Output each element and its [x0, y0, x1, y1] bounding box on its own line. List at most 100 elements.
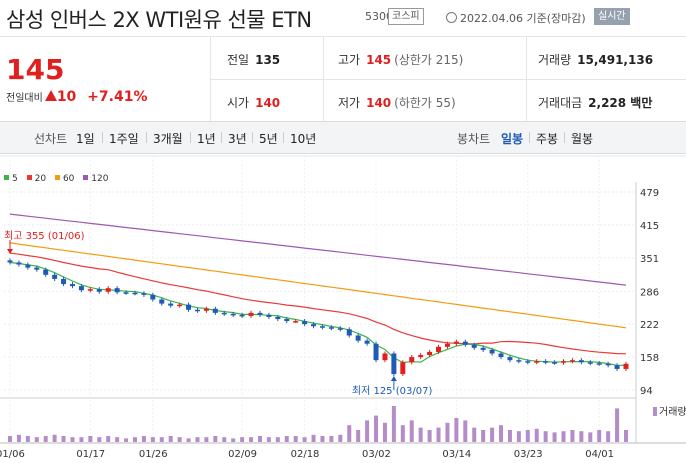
legend-ma120: 120 [83, 174, 108, 184]
volume-bar [132, 437, 137, 442]
change-percent: +7.41% [87, 89, 148, 105]
tab-3y[interactable]: 3년 [228, 132, 247, 146]
candle-body [561, 361, 567, 363]
candle-body [105, 288, 111, 292]
candle-body [7, 260, 13, 263]
volume-bar [97, 437, 102, 442]
candle-body [373, 343, 379, 361]
volume-bar [70, 437, 75, 442]
tab-weekly[interactable]: 주봉 [536, 132, 559, 146]
y-tick-label: 222 [640, 320, 659, 331]
volume-bar [391, 406, 396, 442]
candle-body [462, 341, 468, 345]
volume-bar [624, 430, 628, 442]
candle-body [257, 312, 263, 315]
volume-bar [231, 438, 236, 442]
candle-body [489, 349, 495, 354]
candle-body [507, 357, 513, 361]
candle-body [552, 362, 558, 364]
candle-body [159, 299, 165, 304]
volume-bar [579, 431, 584, 442]
volume-bar [8, 436, 12, 442]
candle-body [525, 361, 531, 363]
volume-bar [543, 431, 548, 442]
tab-1w[interactable]: 1주일 [109, 132, 139, 146]
candle-body [355, 335, 361, 341]
candle-body [61, 278, 67, 285]
tab-5y[interactable]: 5년 [259, 132, 278, 146]
candle-body [114, 288, 120, 293]
tab-3m[interactable]: 3개월 [153, 132, 183, 146]
candle-body [239, 314, 245, 317]
volume-bar [88, 436, 93, 442]
volume-bar [61, 436, 66, 442]
tab-monthly[interactable]: 월봉 [571, 132, 594, 146]
volume-bar [284, 436, 289, 442]
volume-bar [275, 437, 280, 442]
realtime-button[interactable]: 실시간 [594, 8, 630, 25]
volume-bar [195, 437, 200, 442]
volume-bar [454, 418, 459, 442]
volume-bar [240, 437, 245, 442]
volume-bar [43, 436, 48, 442]
candle-body [587, 362, 593, 364]
candle-body [96, 289, 102, 292]
candle-body [293, 321, 299, 323]
ma60-line [9, 242, 627, 329]
volume-bar [418, 427, 423, 442]
stock-header: 삼성 인버스 2X WTI원유 선물 ETN 530036 코스피 2022.0… [0, 0, 686, 37]
stat-prev-close: 전일 135 [227, 53, 281, 67]
candle-body [427, 351, 433, 356]
chart-tabs: 선차트 1일 1주일 3개월 1년 3년 5년 10년 봉차트 일봉 주봉 월봉 [0, 121, 686, 154]
tab-10y[interactable]: 10년 [290, 132, 317, 146]
stat-volume: 거래량 15,491,136 [538, 53, 654, 67]
volume-legend-swatch [653, 407, 657, 416]
candle-body [302, 321, 308, 325]
stat-open: 시가 140 [227, 96, 281, 110]
candle-body [543, 361, 549, 363]
candle-body [221, 312, 227, 315]
volume-bar [382, 422, 387, 442]
volume-bar [52, 434, 57, 442]
low-arrow-icon [390, 376, 397, 381]
volume-bar [204, 437, 209, 442]
volume-bar [427, 430, 432, 442]
change-value: 10 [56, 89, 77, 105]
volume-bar [499, 425, 504, 442]
candle-body [275, 316, 281, 320]
stat-low: 저가 140 (하한가 55) [338, 96, 456, 110]
candle-body [168, 303, 174, 306]
volume-bar [516, 431, 521, 442]
x-tick-label: 03/14 [442, 449, 471, 460]
volume-bar [141, 436, 146, 442]
volume-bar [186, 438, 191, 442]
volume-bar [534, 428, 539, 442]
high-annotation: 최고 355 (01/06) [4, 230, 85, 242]
volume-bar [249, 437, 254, 442]
y-tick-label: 479 [640, 188, 659, 199]
y-tick-label: 286 [640, 287, 659, 298]
volume-bar [490, 427, 495, 442]
volume-bar [552, 432, 557, 442]
volume-bar [472, 427, 477, 442]
candle-body [87, 289, 93, 291]
tab-daily[interactable]: 일봉 [501, 132, 524, 146]
tab-1y[interactable]: 1년 [197, 132, 216, 146]
candle-chart-label: 봉차트 [457, 132, 491, 146]
candle-body [311, 324, 317, 327]
volume-bar [570, 430, 575, 442]
stat-high: 고가 145 (상한가 215) [338, 53, 464, 67]
date-info: 2022.04.06 기준(장마감) [446, 10, 586, 26]
candle-body [123, 292, 129, 294]
candle-body [203, 308, 209, 311]
candle-body [623, 363, 629, 369]
volume-bar [311, 434, 316, 442]
candle-body [516, 360, 522, 362]
volume-bar [293, 436, 298, 442]
ma120-line [9, 213, 627, 286]
candle-body [284, 319, 290, 322]
tab-1d[interactable]: 1일 [76, 132, 95, 146]
legend-ma60: 60 [54, 174, 74, 184]
volume-bar [106, 436, 111, 442]
